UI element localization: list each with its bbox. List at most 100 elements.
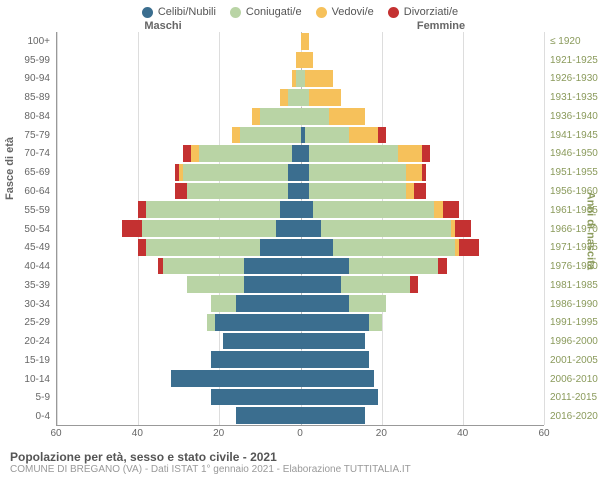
legend-label: Divorziati/e bbox=[404, 6, 458, 18]
bar-female bbox=[301, 108, 545, 125]
bar-female bbox=[301, 52, 545, 69]
x-axis: 6040200204060 bbox=[56, 426, 544, 444]
bar-segment bbox=[211, 351, 300, 368]
bar-segment bbox=[146, 239, 260, 256]
bar-segment bbox=[232, 127, 240, 144]
bar-row bbox=[57, 200, 544, 219]
bar-male bbox=[57, 389, 301, 406]
bar-segment bbox=[244, 258, 301, 275]
age-tick: 45-49 bbox=[0, 238, 50, 257]
bar-segment bbox=[252, 108, 260, 125]
age-tick: 35-39 bbox=[0, 276, 50, 295]
bar-male bbox=[57, 201, 301, 218]
bar-segment bbox=[438, 258, 446, 275]
birth-tick: 1951-1955 bbox=[550, 163, 600, 182]
bar-segment bbox=[260, 108, 301, 125]
bar-female bbox=[301, 127, 545, 144]
bar-female bbox=[301, 389, 545, 406]
gender-headers: Maschi Femmine bbox=[0, 20, 600, 32]
bar-segment bbox=[244, 276, 301, 293]
footer: Popolazione per età, sesso e stato civil… bbox=[0, 444, 600, 475]
bar-male bbox=[57, 220, 301, 237]
bar-segment bbox=[138, 239, 146, 256]
bar-segment bbox=[122, 220, 142, 237]
bar-segment bbox=[240, 127, 301, 144]
bar-segment bbox=[187, 276, 244, 293]
bar-segment bbox=[414, 183, 426, 200]
bar-segment bbox=[199, 145, 292, 162]
legend-swatch-icon bbox=[142, 7, 153, 18]
bar-segment bbox=[309, 164, 406, 181]
bar-male bbox=[57, 89, 301, 106]
chart-subtitle: COMUNE DI BREGANO (VA) - Dati ISTAT 1° g… bbox=[10, 464, 590, 475]
bar-segment bbox=[398, 145, 422, 162]
bar-segment bbox=[163, 258, 244, 275]
birth-tick: 1996-2000 bbox=[550, 332, 600, 351]
bar-male bbox=[57, 295, 301, 312]
bar-male bbox=[57, 407, 301, 424]
bar-female bbox=[301, 164, 545, 181]
bar-segment bbox=[301, 145, 309, 162]
legend-swatch-icon bbox=[230, 7, 241, 18]
age-tick: 50-54 bbox=[0, 220, 50, 239]
bar-row bbox=[57, 107, 544, 126]
bar-segment bbox=[301, 314, 370, 331]
birth-tick: 1971-1975 bbox=[550, 238, 600, 257]
bar-segment bbox=[459, 239, 479, 256]
bar-male bbox=[57, 164, 301, 181]
bar-row bbox=[57, 163, 544, 182]
bar-segment bbox=[301, 389, 378, 406]
bar-female bbox=[301, 258, 545, 275]
x-tick: 60 bbox=[538, 428, 549, 439]
bar-segment bbox=[183, 164, 289, 181]
bar-segment bbox=[292, 145, 300, 162]
age-tick: 60-64 bbox=[0, 182, 50, 201]
bar-female bbox=[301, 220, 545, 237]
bar-segment bbox=[223, 333, 300, 350]
bar-male bbox=[57, 258, 301, 275]
bar-segment bbox=[138, 201, 146, 218]
bar-row bbox=[57, 388, 544, 407]
bar-segment bbox=[422, 145, 430, 162]
age-tick: 5-9 bbox=[0, 389, 50, 408]
bar-segment bbox=[329, 108, 366, 125]
bar-row bbox=[57, 294, 544, 313]
bar-segment bbox=[301, 164, 309, 181]
bar-segment bbox=[301, 33, 309, 50]
age-tick: 85-89 bbox=[0, 88, 50, 107]
x-tick: 20 bbox=[376, 428, 387, 439]
bar-segment bbox=[301, 201, 313, 218]
birth-tick: 1936-1940 bbox=[550, 107, 600, 126]
bar-segment bbox=[434, 201, 442, 218]
birth-tick: 1981-1985 bbox=[550, 276, 600, 295]
birth-tick: 2006-2010 bbox=[550, 370, 600, 389]
age-tick: 30-34 bbox=[0, 295, 50, 314]
bar-segment bbox=[301, 276, 342, 293]
legend: Celibi/NubiliConiugati/eVedovi/eDivorzia… bbox=[0, 0, 600, 20]
bar-row bbox=[57, 313, 544, 332]
bar-segment bbox=[301, 239, 333, 256]
bar-segment bbox=[333, 239, 455, 256]
birth-tick: 2001-2005 bbox=[550, 351, 600, 370]
birth-tick: ≤ 1920 bbox=[550, 32, 600, 51]
legend-label: Coniugati/e bbox=[246, 6, 302, 18]
legend-swatch-icon bbox=[388, 7, 399, 18]
bar-segment bbox=[406, 183, 414, 200]
bar-segment bbox=[175, 183, 187, 200]
bar-male bbox=[57, 239, 301, 256]
bar-segment bbox=[288, 183, 300, 200]
bar-segment bbox=[211, 295, 235, 312]
bar-segment bbox=[260, 239, 301, 256]
bar-row bbox=[57, 238, 544, 257]
age-tick: 90-94 bbox=[0, 70, 50, 89]
bar-row bbox=[57, 275, 544, 294]
bar-row bbox=[57, 406, 544, 425]
x-tick: 20 bbox=[213, 428, 224, 439]
bar-segment bbox=[183, 145, 191, 162]
bar-segment bbox=[321, 220, 451, 237]
bar-segment bbox=[215, 314, 300, 331]
bar-segment bbox=[191, 145, 199, 162]
bar-segment bbox=[349, 295, 386, 312]
bar-segment bbox=[313, 201, 435, 218]
legend-item: Celibi/Nubili bbox=[142, 6, 216, 18]
